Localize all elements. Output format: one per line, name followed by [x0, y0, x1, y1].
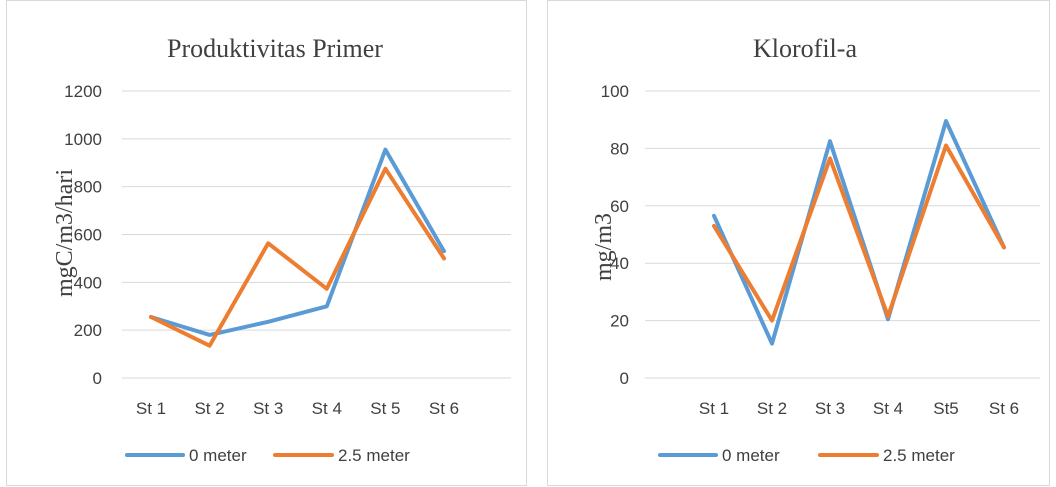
data-point [267, 321, 269, 323]
legend-label: 0 meter [189, 446, 247, 465]
data-point [713, 225, 715, 227]
legend-label: 0 meter [722, 446, 780, 465]
x-tick-label: St 2 [194, 399, 224, 418]
x-tick-label: St 5 [370, 399, 400, 418]
y-tick-label: 20 [610, 312, 629, 331]
x-tick-label: St 6 [429, 399, 459, 418]
x-tick-label: St 4 [312, 399, 342, 418]
chart-panel-produktivitas: Produktivitas Primer mgC/m3/hari 0 200 400… [6, 0, 527, 486]
data-point [713, 215, 715, 217]
data-point [887, 318, 889, 320]
plot-area: 0 200 400 600 800 1000 1200 St 1 St 2 St 3 St 4 St … [64, 82, 511, 465]
y-tick-label: 1200 [64, 82, 102, 101]
chart-title: Produktivitas Primer [167, 34, 383, 63]
y-tick-label: 0 [620, 369, 629, 388]
x-tick-label: St 1 [136, 399, 166, 418]
data-point [945, 120, 947, 122]
y-axis-label: mgC/m3/hari [52, 169, 78, 297]
y-tick-label: 100 [601, 82, 629, 101]
y-tick-label: 40 [610, 254, 629, 273]
y-tick-label: 80 [610, 139, 629, 158]
data-point [829, 157, 831, 159]
data-point [829, 140, 831, 142]
series-line [712, 119, 1006, 346]
x-tick-label: St5 [933, 399, 959, 418]
data-point [1003, 246, 1005, 248]
data-point [326, 288, 328, 290]
x-tick-label: St 3 [253, 399, 283, 418]
y-tick-label: 60 [610, 197, 629, 216]
data-point [771, 320, 773, 322]
x-tick-label: St 4 [873, 399, 903, 418]
y-tick-label: 600 [74, 226, 102, 245]
y-tick-label: 800 [74, 178, 102, 197]
x-tick-label: St 3 [815, 399, 845, 418]
data-point [150, 316, 152, 318]
chart-title: Klorofil-a [753, 34, 857, 63]
data-point [771, 343, 773, 345]
x-tick-label: St 2 [757, 399, 787, 418]
series-line [149, 147, 446, 337]
y-tick-label: 1000 [64, 130, 102, 149]
data-point [443, 257, 445, 259]
data-point [384, 168, 386, 170]
legend-label: 2.5 meter [883, 446, 955, 465]
y-tick-label: 200 [74, 321, 102, 340]
plot-area: 0 20 40 60 80 100 St 1 St 2 St 3 St 4 St5 St 6 0 met… [601, 82, 1040, 465]
x-tick-label: St 6 [989, 399, 1019, 418]
data-point [443, 250, 445, 252]
data-point [326, 305, 328, 307]
y-tick-label: 400 [74, 273, 102, 292]
data-point [384, 149, 386, 151]
series-line [712, 143, 1006, 323]
data-point [209, 334, 211, 336]
data-point [887, 315, 889, 317]
x-tick-label: St 1 [699, 399, 729, 418]
y-tick-label: 0 [93, 369, 102, 388]
data-point [209, 345, 211, 347]
chart-klorofil-a: Klorofil-a mg/m3 0 20 40 60 80 100 St 1 St 2 St … [591, 34, 1040, 465]
chart-panel-klorofil: Klorofil-a mg/m3 0 20 40 60 80 100 St 1 St 2 St … [547, 0, 1050, 486]
legend-label: 2.5 meter [338, 446, 410, 465]
data-point [945, 145, 947, 147]
data-point [267, 242, 269, 244]
y-axis-label: mg/m3 [591, 213, 617, 281]
chart-produktivitas-primer: Produktivitas Primer mgC/m3/hari 0 200 400… [52, 34, 511, 465]
series-line [149, 166, 446, 348]
